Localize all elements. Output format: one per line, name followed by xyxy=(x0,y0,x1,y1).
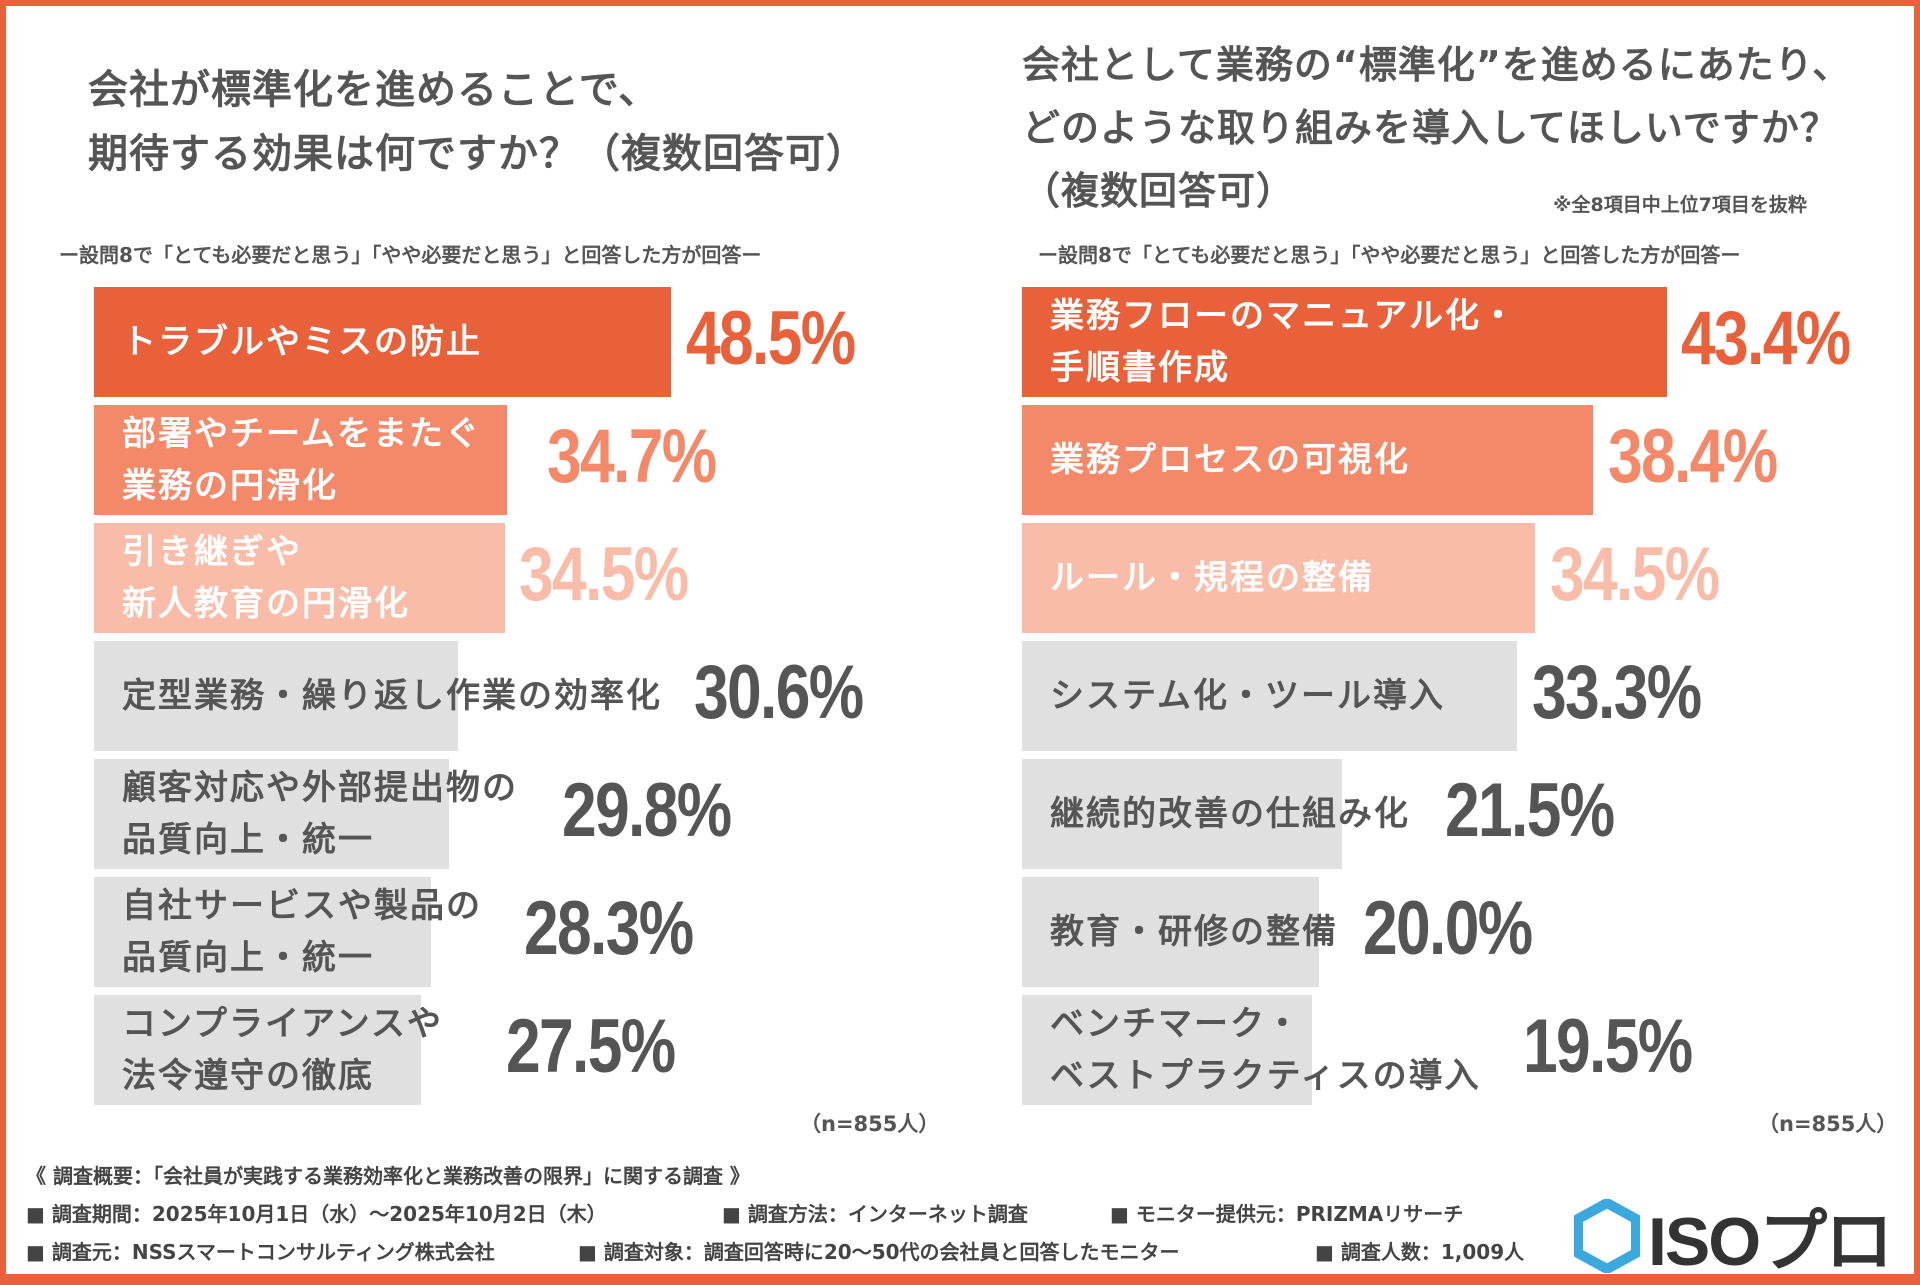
right-bar xyxy=(1022,523,1535,633)
left-sample-size: （n=855人） xyxy=(800,1112,940,1136)
bar-value-label: 29.8% xyxy=(562,768,732,853)
bar-label: 業務フローのマニュアル化・ 手順書作成 xyxy=(1050,296,1517,388)
left-chart-title: 会社が標準化を進めることで、 期待する効果は何ですか？（複数回答可） xyxy=(88,67,867,177)
right-sample-size: （n=855人） xyxy=(1758,1112,1898,1136)
right-bar xyxy=(1022,641,1518,751)
bar-value-label: 20.0% xyxy=(1363,886,1533,971)
bar-label: トラブルやミスの防止 xyxy=(122,322,482,362)
bar-value-label: 34.7% xyxy=(547,414,717,499)
survey-organizer: ■ 調査元：NSSスマートコンサルティング株式会社 xyxy=(26,1240,495,1264)
bar-value-label: 21.5% xyxy=(1445,768,1615,853)
survey-count: ■ 調査人数：1,009人 xyxy=(1315,1240,1525,1264)
bar-label: 業務プロセスの可視化 xyxy=(1050,440,1410,480)
survey-method: ■ 調査方法：インターネット調査 xyxy=(722,1202,1028,1226)
bar-label: 定型業務・繰り返し作業の効率化 xyxy=(122,676,662,716)
bar-value-label: 34.5% xyxy=(1550,532,1720,617)
bar-label: 自社サービスや製品の 品質向上・統一 xyxy=(122,886,482,978)
right-bar xyxy=(1022,877,1320,987)
survey-overview: 《 調査概要：「会社員が実践する業務効率化と業務改善の限界」に関する調査 》 xyxy=(26,1164,750,1188)
bar-value-label: 30.6% xyxy=(694,650,864,735)
bar-value-label: 19.5% xyxy=(1523,1004,1693,1089)
survey-period: ■ 調査期間：2025年10月1日（水）〜2025年10月2日（木） xyxy=(26,1202,607,1226)
left-bar xyxy=(94,641,459,751)
bar-value-label: 38.4% xyxy=(1608,414,1778,499)
bar-value-label: 48.5% xyxy=(686,296,856,381)
bar-value-label: 43.4% xyxy=(1681,296,1851,381)
left-bar xyxy=(94,877,431,987)
bar-label: 顧客対応や外部提出物の 品質向上・統一 xyxy=(122,768,518,860)
bar-label: 継続的改善の仕組み化 xyxy=(1050,794,1410,834)
logo-text: ISOプロ xyxy=(1648,1204,1893,1280)
bar-value-label: 28.3% xyxy=(524,886,694,971)
isopro-logo: ISOプロ xyxy=(1574,1186,1893,1285)
bar-label: ルール・規程の整備 xyxy=(1050,558,1374,598)
left-chart-subtitle: ー設問8で「とても必要だと思う」「やや必要だと思う」と回答した方が回答ー xyxy=(59,243,762,267)
bar-label: コンプライアンスや 法令遵守の徹底 xyxy=(122,1004,443,1096)
right-chart-title: 会社として業務の“標準化”を進めるにあたり、 どのような取り組みを導入してほしい… xyxy=(1022,43,1852,213)
right-chart-subtitle: ー設問8で「とても必要だと思う」「やや必要だと思う」と回答した方が回答ー xyxy=(1038,243,1741,267)
right-bar xyxy=(1022,995,1312,1105)
right-bar xyxy=(1022,287,1668,397)
left-bar xyxy=(94,759,449,869)
right-bar xyxy=(1022,405,1593,515)
right-chart-note: ※全8項目中上位7項目を抜粋 xyxy=(1553,194,1807,216)
bar-label: システム化・ツール導入 xyxy=(1050,676,1445,716)
right-bar xyxy=(1022,759,1342,869)
bar-label: 部署やチームをまたぐ 業務の円滑化 xyxy=(122,414,481,506)
left-bar xyxy=(94,287,672,397)
left-bar xyxy=(94,523,505,633)
survey-target: ■ 調査対象：調査回答時に20〜50代の会社員と回答したモニター xyxy=(578,1240,1180,1264)
left-bar xyxy=(94,405,507,515)
bar-label: 教育・研修の整備 xyxy=(1050,912,1338,952)
hexagon-logo-icon xyxy=(1574,1198,1640,1273)
bar-value-label: 34.5% xyxy=(519,532,689,617)
survey-provider: ■ モニター提供元：PRIZMAリサーチ xyxy=(1110,1202,1464,1226)
left-bar xyxy=(94,995,422,1105)
bar-value-label: 33.3% xyxy=(1532,650,1702,735)
bar-label: ベンチマーク・ ベストプラクティスの導入 xyxy=(1050,1004,1481,1096)
bar-value-label: 27.5% xyxy=(506,1004,676,1089)
bar-label: 引き継ぎや 新人教育の円滑化 xyxy=(122,532,410,624)
